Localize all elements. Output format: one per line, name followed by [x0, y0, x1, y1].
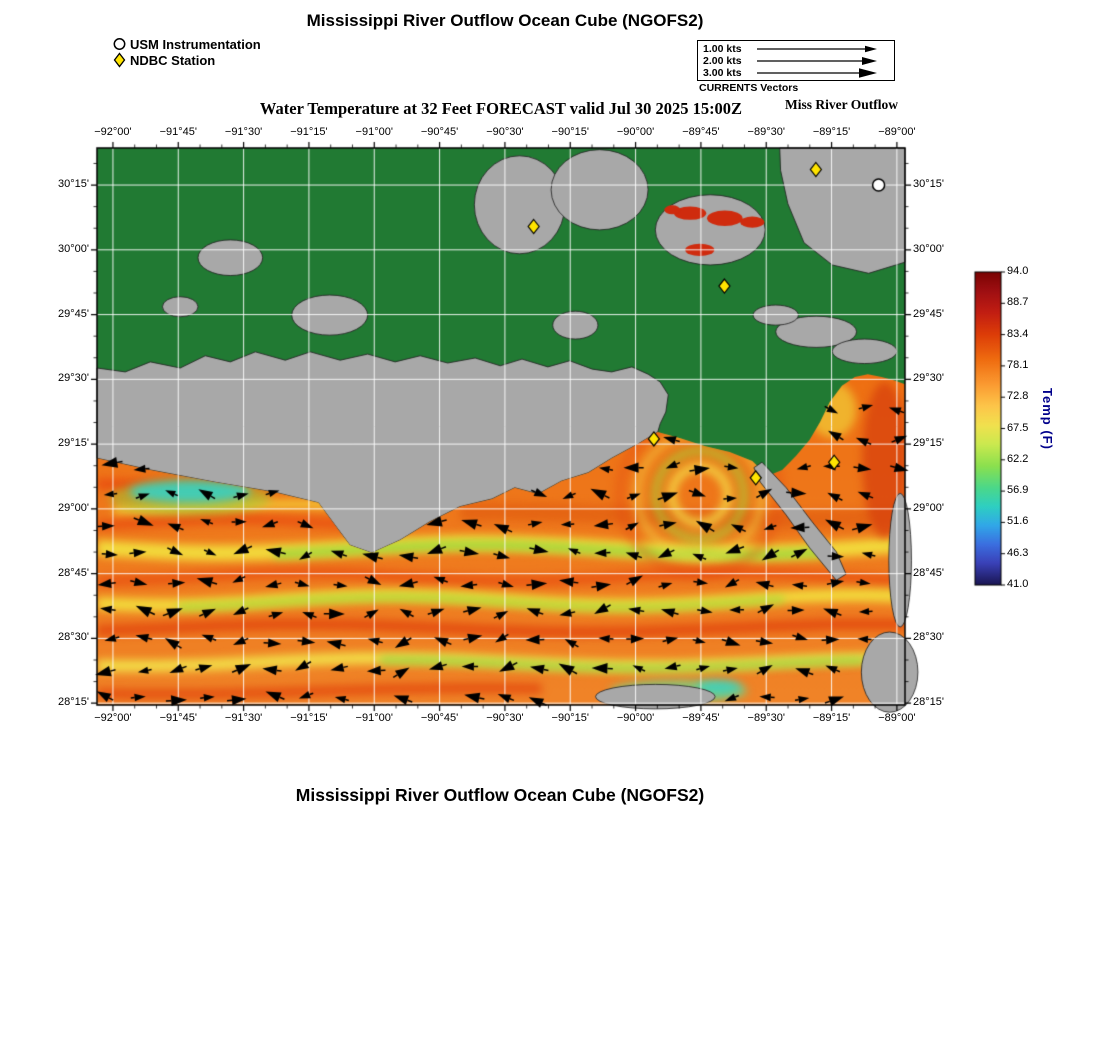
colorbar-tick-label: 51.6 [1007, 515, 1029, 528]
usm-circle-icon [113, 38, 126, 50]
y-tick-label-right: 30°00' [913, 242, 944, 255]
colorbar-tick-label: 88.7 [1007, 296, 1029, 309]
x-tick-label-top: −89°15' [812, 126, 851, 138]
x-tick-label-bottom: −90°15' [551, 712, 589, 724]
vector-speed-label-2: 2.00 kts [703, 54, 742, 67]
x-tick-label-top: −91°15' [290, 126, 328, 138]
colorbar-tick-label: 62.2 [1007, 452, 1029, 465]
colorbar-tick-label: 56.9 [1007, 484, 1029, 497]
x-tick-label-bottom: −92°00' [94, 712, 132, 724]
colorbar-tick-label: 83.4 [1007, 327, 1029, 340]
x-tick-label-bottom: −91°00' [355, 712, 393, 724]
y-tick-label-right: 30°15' [913, 178, 944, 191]
y-tick-label-right: 28°45' [913, 566, 944, 579]
y-tick-label-right: 28°15' [913, 696, 944, 709]
x-tick-label-top: −90°00' [616, 126, 655, 138]
colorbar-tick-label: 41.0 [1007, 578, 1029, 590]
y-tick-label-right: 29°15' [913, 437, 944, 450]
vector-legend-row-3: 3.00 kts [703, 66, 890, 79]
y-tick-label-right: 29°00' [913, 501, 944, 514]
x-tick-label-top: −89°30' [747, 126, 785, 138]
currents-vector-legend-box: 1.00 kts 2.00 kts 3.00 kts [697, 40, 895, 81]
x-tick-label-top: −91°45' [159, 126, 197, 138]
x-tick-label-bottom: −89°00' [878, 712, 916, 724]
x-tick-label-bottom: −89°15' [812, 712, 851, 724]
x-tick-label-bottom: −90°45' [420, 712, 459, 724]
colorbar-axis-label: Temp (F) [1040, 388, 1055, 450]
currents-vectors-caption: CURRENTS Vectors [699, 82, 799, 94]
x-tick-label-top: −90°45' [420, 126, 459, 138]
figure-top-title: Mississippi River Outflow Ocean Cube (NG… [306, 11, 704, 30]
legend-item-usm: USM Instrumentation [112, 36, 261, 52]
vector-speed-label-3: 3.00 kts [703, 66, 742, 79]
y-tick-label-right: 29°45' [913, 307, 944, 320]
current-arrow-3kt-icon [757, 67, 877, 78]
current-arrow-1kt-icon [757, 45, 877, 52]
vector-speed-label-1: 1.00 kts [703, 42, 742, 55]
map-title: Water Temperature at 32 Feet FORECAST va… [259, 99, 743, 118]
colorbar-tick-label: 78.1 [1007, 358, 1029, 371]
ndbc-diamond-icon [113, 52, 126, 68]
miss-river-outflow-label: Miss River Outflow [785, 97, 898, 112]
y-tick-label-left: 28°15' [58, 696, 89, 709]
x-tick-label-bottom: −90°30' [486, 712, 524, 724]
x-tick-label-bottom: −91°30' [224, 712, 263, 724]
x-tick-label-top: −91°30' [224, 126, 263, 138]
x-tick-label-bottom: −91°15' [290, 712, 328, 724]
x-tick-label-bottom: −91°45' [159, 712, 197, 724]
y-tick-label-left: 29°45' [58, 307, 89, 320]
y-tick-label-left: 30°00' [58, 242, 89, 255]
colorbar-tick-label: 46.3 [1007, 546, 1029, 559]
vector-legend-row-1: 1.00 kts [703, 42, 890, 55]
x-tick-label-top: −92°00' [94, 126, 132, 138]
x-tick-label-top: −90°15' [551, 126, 589, 138]
x-tick-label-top: −89°00' [878, 126, 916, 138]
legend-label-ndbc: NDBC Station [130, 52, 216, 68]
x-tick-label-bottom: −90°00' [616, 712, 655, 724]
x-tick-label-bottom: −89°45' [682, 712, 720, 724]
x-tick-label-top: −91°00' [355, 126, 393, 138]
y-tick-label-right: 28°30' [913, 631, 944, 644]
y-tick-label-left: 30°15' [58, 178, 89, 191]
y-tick-label-left: 28°30' [58, 631, 89, 644]
colorbar-tick-label: 67.5 [1007, 421, 1029, 434]
y-tick-label-left: 28°45' [58, 566, 89, 579]
y-tick-label-left: 29°00' [58, 501, 89, 514]
marker-legend: USM Instrumentation NDBC Station [112, 36, 261, 68]
vector-legend-row-2: 2.00 kts [703, 54, 890, 67]
current-arrow-2kt-icon [757, 56, 877, 65]
y-tick-label-right: 29°30' [913, 372, 944, 385]
legend-label-usm: USM Instrumentation [130, 36, 261, 52]
x-tick-label-top: −90°30' [486, 126, 524, 138]
y-tick-label-left: 29°30' [58, 372, 89, 385]
legend-item-ndbc: NDBC Station [112, 52, 261, 68]
figure-bottom-title: Mississippi River Outflow Ocean Cube (NG… [295, 785, 705, 805]
colorbar-tick-label: 94.0 [1007, 265, 1029, 277]
x-tick-label-bottom: −89°30' [747, 712, 785, 724]
y-tick-label-left: 29°15' [58, 437, 89, 450]
colorbar-tick-label: 72.8 [1007, 390, 1029, 403]
x-tick-label-top: −89°45' [682, 126, 720, 138]
